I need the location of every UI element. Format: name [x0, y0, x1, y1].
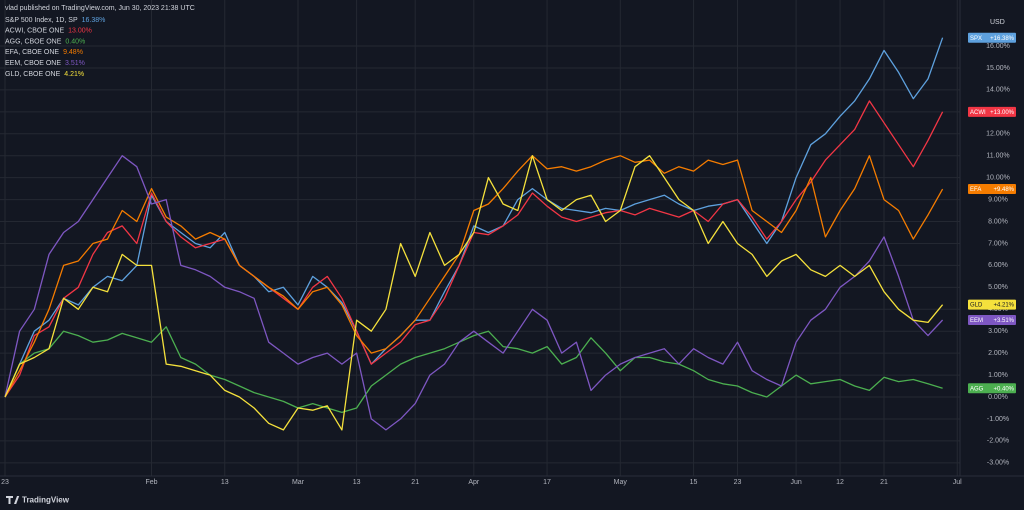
plot: [4, 37, 944, 431]
grid: [0, 0, 960, 476]
x-tick-label: 12: [836, 479, 844, 486]
y-tick-label: 15.00%: [986, 65, 1010, 72]
x-tick-label: Jun: [790, 479, 801, 486]
legend-name: GLD, CBOE ONE: [5, 71, 61, 78]
tag-box: [968, 32, 1016, 43]
legend-name: S&P 500 Index, 1D, SP: [5, 17, 78, 24]
y-tick-label: 10.00%: [986, 174, 1010, 181]
tag-symbol: EFA: [970, 187, 981, 193]
tag-symbol: GLD: [970, 303, 983, 309]
y-tick-label: 5.00%: [988, 284, 1008, 291]
y-tick-label: -1.00%: [987, 416, 1009, 423]
legend-value: 13.00%: [68, 28, 92, 35]
tag-value: +13.00%: [990, 110, 1015, 116]
y-tick-label: 14.00%: [986, 87, 1010, 94]
x-tick-label: 13: [353, 479, 361, 486]
price-tags: SPX +16.38% ACWI +13.00% AGG +0.40% EFA +9.48% E…: [968, 32, 1016, 394]
legend-name: AGG, CBOE ONE: [5, 38, 62, 45]
tag-box: [968, 299, 1016, 310]
y-tick-label: -2.00%: [987, 438, 1009, 445]
x-tick-label: 23: [734, 479, 742, 486]
legend-name: EFA, CBOE ONE: [5, 49, 59, 56]
tag-value: +16.38%: [990, 36, 1015, 42]
legend-value: 3.51%: [65, 60, 85, 67]
tag-value: +9.48%: [993, 187, 1014, 193]
y-tick-label: 12.00%: [986, 131, 1010, 138]
tag-symbol: SPX: [970, 36, 982, 42]
x-tick-label: Apr: [468, 479, 480, 486]
y-tick-label: 8.00%: [988, 218, 1008, 225]
legend-name: ACWI, CBOE ONE: [5, 28, 64, 35]
x-tick-label: May: [614, 479, 628, 486]
x-tick-label: 15: [690, 479, 698, 486]
tag-value: +4.21%: [993, 303, 1014, 309]
tag-box: [968, 383, 1016, 394]
legend: S&P 500 Index, 1D, SP 16.38% ACWI, CBOE ON…: [5, 17, 105, 78]
legend-value: 9.48%: [63, 49, 83, 56]
tag-symbol: AGG: [970, 386, 984, 392]
x-tick-label: 13: [221, 479, 229, 486]
tag-value: +0.40%: [993, 386, 1014, 392]
x-tick-label: 17: [543, 479, 551, 486]
y-tick-label: 0.00%: [988, 394, 1008, 401]
brand-name: TradingView: [22, 496, 70, 505]
x-tick-label: 23: [1, 479, 9, 486]
y-tick-label: 9.00%: [988, 196, 1008, 203]
legend-value: 0.40%: [65, 38, 85, 45]
x-tick-label: Mar: [292, 479, 305, 486]
currency: USD: [990, 19, 1005, 26]
logo-icon: [6, 496, 20, 504]
series-line: [4, 155, 944, 431]
x-tick-label: 21: [411, 479, 419, 486]
y-tick-label: 16.00%: [986, 43, 1010, 50]
brand-logo: TradingView: [6, 496, 70, 505]
y-tick-label: 11.00%: [986, 153, 1009, 160]
y-tick-label: 1.00%: [988, 372, 1008, 379]
x-tick-label: Jul: [953, 479, 962, 486]
tag-box: [968, 184, 1016, 195]
tag-box: [968, 106, 1016, 117]
legend-name: EEM, CBOE ONE: [5, 60, 61, 67]
tag-symbol: ACWI: [970, 110, 986, 116]
tag-box: [968, 315, 1016, 326]
y-tick-label: -3.00%: [987, 460, 1009, 467]
y-tick-label: 7.00%: [988, 240, 1008, 247]
y-tick-label: 2.00%: [988, 350, 1008, 357]
tag-value: +3.51%: [993, 318, 1014, 324]
y-tick-label: 6.00%: [988, 262, 1008, 269]
y-tick-label: 3.00%: [988, 328, 1008, 335]
tag-symbol: EEM: [970, 318, 983, 324]
header: vlad published on TradingView.com, Jun 3…: [5, 5, 195, 12]
legend-value: 4.21%: [64, 71, 84, 78]
series-line: [4, 155, 944, 398]
x-tick-label: 21: [880, 479, 888, 486]
series-line: [4, 155, 944, 431]
x-tick-label: Feb: [145, 479, 157, 486]
legend-value: 16.38%: [82, 17, 106, 24]
